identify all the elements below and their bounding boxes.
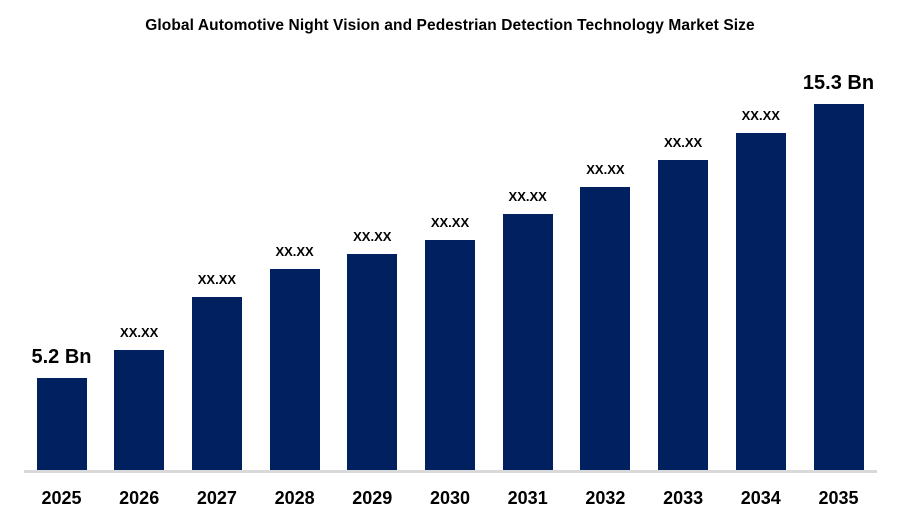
x-axis-label-2030: 2030 [429,488,471,508]
bar-2026 [114,350,165,470]
x-axis-label-2035: 2035 [818,488,859,508]
x-axis-label-2034: 2034 [740,488,781,508]
value-label-2025: 5.2 Bn [31,346,92,368]
bar-2030 [425,240,475,470]
x-axis-label-2025: 2025 [41,488,82,508]
x-axis-label-2028: 2028 [274,488,315,508]
x-axis-label-2029: 2029 [352,488,393,508]
bar-2033 [658,160,709,470]
value-label-2034: XX.XX [741,108,780,123]
value-label-2027: XX.XX [197,272,237,287]
value-label-2029: XX.XX [353,229,392,244]
bar-2035 [813,104,864,470]
value-label-2026: XX.XX [120,325,159,340]
x-axis-label-2031: 2031 [507,488,548,508]
x-axis-line [24,470,877,473]
value-label-2028: XX.XX [275,244,314,259]
x-axis-label-2026: 2026 [119,488,160,508]
x-axis-label-2032: 2032 [585,488,626,508]
bar-2025 [36,378,87,470]
bar-2027 [191,297,242,470]
bar-2029 [347,254,398,470]
bar-2028 [269,269,320,470]
value-label-2031: XX.XX [508,189,547,204]
value-label-2033: XX.XX [663,135,703,150]
bar-2032 [580,187,631,470]
bar-2034 [735,133,786,470]
chart-title: Global Automotive Night Vision and Pedes… [145,17,755,34]
value-label-2030: XX.XX [430,215,470,230]
bar-2031 [502,214,553,470]
x-axis-label-2027: 2027 [196,488,237,508]
value-label-2035: 15.3 Bn [802,72,875,94]
value-label-2032: XX.XX [586,162,625,177]
x-axis-label-2033: 2033 [663,488,704,508]
